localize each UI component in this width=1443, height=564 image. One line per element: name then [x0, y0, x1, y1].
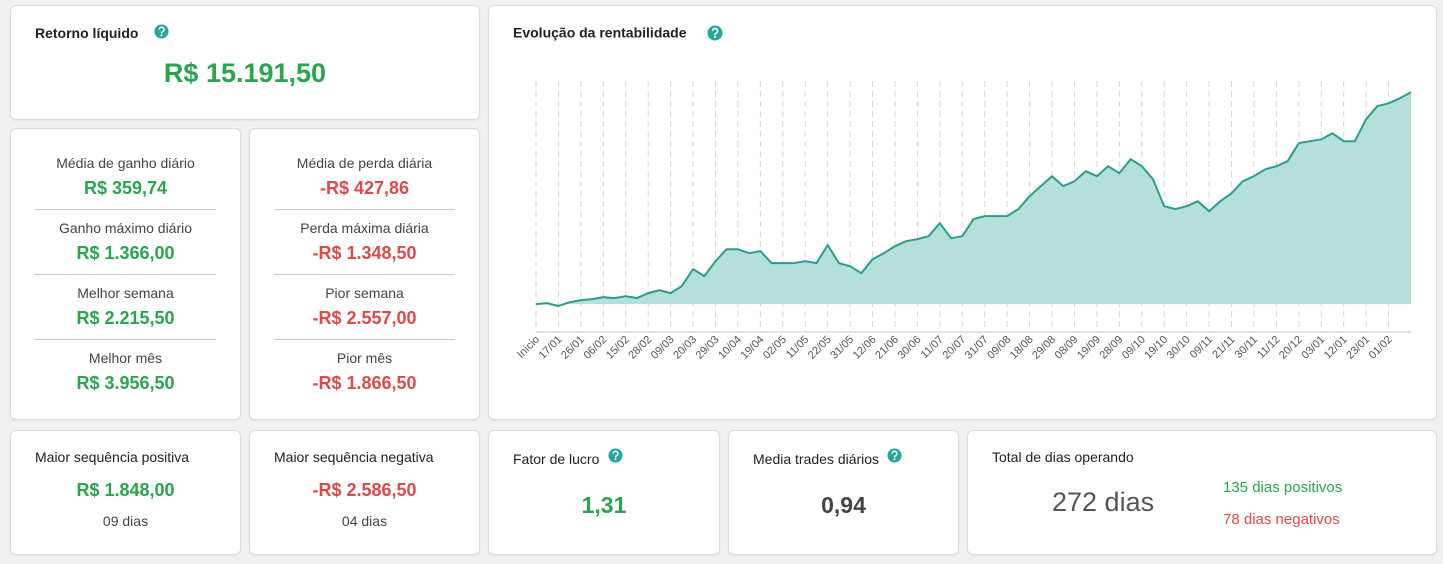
x-tick-label: 11/12	[1255, 334, 1282, 361]
net-return-value: R$ 15.191,50	[163, 58, 327, 88]
x-tick-label: 20/12	[1277, 334, 1305, 362]
x-tick-label: 22/05	[806, 334, 834, 362]
x-tick-label: 18/08	[1008, 334, 1036, 362]
stat-value: -R$ 1.866,50	[312, 373, 417, 393]
streak-days: 09 dias	[102, 513, 149, 529]
x-tick-label: 15/02	[604, 334, 632, 362]
stat-value: R$ 1.366,00	[76, 243, 175, 263]
x-tick-label: 08/09	[1053, 334, 1081, 362]
card-title: Maior sequência negativa	[274, 449, 434, 465]
x-tick-label: 09/03	[649, 334, 677, 362]
separator	[274, 274, 455, 275]
x-tick-label: 29/08	[1030, 334, 1058, 362]
x-tick-label: 31/05	[828, 334, 856, 362]
x-tick-label: 29/03	[694, 334, 722, 362]
profit-factor-value: 1,31	[581, 492, 627, 518]
x-tick-label: 12/01	[1322, 334, 1350, 362]
chart: Evolução da rentabilidade Início17/0126/…	[513, 25, 1412, 362]
avg-trades-value: 0,94	[821, 492, 866, 518]
total-days: 272 dias	[1052, 487, 1155, 517]
separator	[274, 339, 455, 340]
chart-card: Evolução da rentabilidade Início 17/01 26/…	[488, 5, 1437, 420]
gains-card: Média de ganho diário R$ 359,74 Ganho má…	[10, 128, 241, 420]
help-icon[interactable]	[887, 448, 902, 463]
stat-value: R$ 2.215,50	[76, 308, 175, 328]
help-icon[interactable]	[707, 25, 723, 41]
x-tick-label: 30/11	[1233, 334, 1260, 361]
x-tick-label: 11/07	[919, 334, 946, 361]
stat-label: Média de perda diária	[296, 155, 433, 171]
line	[535, 91, 1412, 308]
streak-days: 04 dias	[341, 513, 388, 529]
x-tick-label: 09/10	[1120, 334, 1148, 362]
card-title: Retorno líquido	[35, 25, 139, 41]
x-tick-label: 30/06	[896, 334, 924, 362]
days-card: Total de dias operando 272 dias 135 dias…	[967, 430, 1437, 555]
stat-value: R$ 359,74	[83, 178, 168, 198]
x-tick-label: 20/03	[671, 334, 699, 362]
stat-label: Melhor semana	[77, 285, 174, 301]
net-return-card: Retorno líquido R$ 15.191,50	[10, 5, 480, 120]
x-tick-label: 02/05	[761, 334, 789, 362]
help-icon[interactable]	[608, 448, 623, 463]
x-tick-label: 21/11	[1210, 334, 1237, 361]
x-tick-label: 19/04	[739, 334, 767, 362]
stat-value: -R$ 2.557,00	[312, 308, 417, 328]
x-tick-label: 31/07	[963, 334, 991, 362]
x-tick-label: 28/02	[626, 334, 654, 362]
stat-label: Pior mês	[336, 350, 393, 366]
card-title: Media trades diários	[753, 451, 880, 467]
help-icon[interactable]	[154, 24, 169, 39]
area	[536, 92, 1411, 307]
separator	[35, 339, 216, 340]
x-tick-label: 12/06	[851, 334, 879, 362]
x-tick-label: 11/05	[784, 334, 811, 361]
stat-value: -R$ 427,86	[319, 178, 410, 198]
card-title: Total de dias operando	[992, 449, 1134, 465]
stat-label: Média de ganho diário	[56, 155, 195, 171]
x-tick-label: 03/01	[1299, 334, 1327, 362]
x-tick-label: 19/09	[1075, 334, 1103, 362]
stat-value: -R$ 1.348,50	[312, 243, 417, 263]
x-tick-label: 20/07	[940, 334, 968, 362]
streak-value: -R$ 2.586,50	[312, 480, 417, 500]
positive-streak-card: Maior sequência positiva R$ 1.848,00 09 …	[10, 430, 241, 555]
x-tick-label: 26/01	[559, 334, 587, 362]
card-title: Fator de lucro	[513, 451, 600, 467]
streak-value: R$ 1.848,00	[76, 480, 175, 500]
separator	[35, 209, 216, 210]
card-title: Maior sequência positiva	[35, 449, 190, 465]
x-tick-label: 17/01	[537, 334, 565, 362]
x-tick-label: Início	[515, 334, 542, 361]
x-tick-label: 23/01	[1344, 334, 1372, 362]
x-tick-label: 19/10	[1142, 334, 1170, 362]
x-tick-label: 30/10	[1165, 334, 1193, 362]
x-tick-label: 10/04	[716, 334, 744, 362]
separator	[274, 209, 455, 210]
negative-days: 78 dias negativos	[1223, 511, 1340, 528]
stat-label: Ganho máximo diário	[58, 220, 193, 236]
chart-title: Evolução da rentabilidade	[513, 25, 687, 41]
x-tick-label: 01/02	[1367, 334, 1395, 362]
avg-trades-card: Media trades diários 0,94	[728, 430, 959, 555]
x-tick-label: 06/02	[581, 334, 609, 362]
x-tick-label: 09/11	[1188, 334, 1215, 361]
profit-factor-card: Fator de lucro 1,31	[488, 430, 720, 555]
x-tick-label: 09/08	[985, 334, 1013, 362]
stat-label: Perda máxima diária	[300, 220, 429, 236]
x-tick-label: 21/06	[873, 334, 901, 362]
stat-label: Melhor mês	[88, 350, 163, 366]
positive-days: 135 dias positivos	[1223, 479, 1343, 496]
stat-label: Pior semana	[325, 285, 404, 301]
x-tick-label: 28/09	[1098, 334, 1126, 362]
stat-value: R$ 3.956,50	[76, 373, 175, 393]
separator	[35, 274, 216, 275]
negative-streak-card: Maior sequência negativa -R$ 2.586,50 04…	[249, 430, 480, 555]
losses-card: Média de perda diária -R$ 427,86 Perda m…	[249, 128, 480, 420]
